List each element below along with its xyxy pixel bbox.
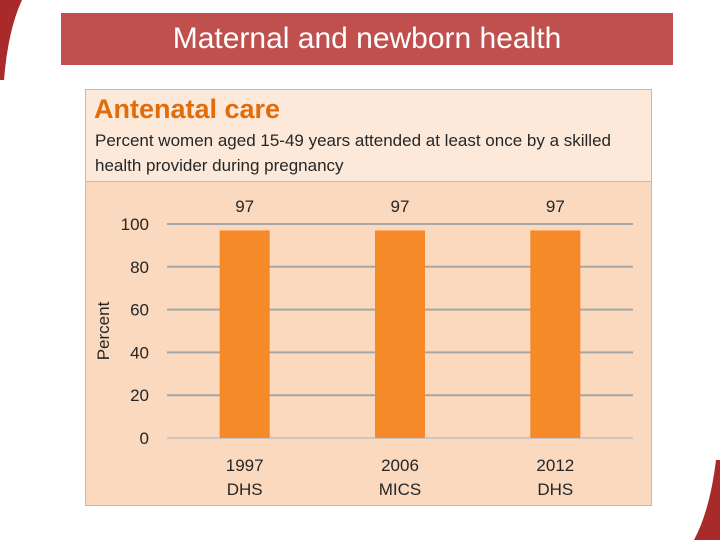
data-label: 97 [546,197,565,216]
bar-chart: 0 20 40 60 80 100 Percent 97 1997 DHS 97 2006 MICS 97… [94,197,633,499]
x-tick-label: DHS [227,480,263,499]
chart-card-header: Antenatal care Percent women aged 15-49 … [86,90,651,182]
slide-title: Maternal and newborn health [61,13,673,65]
y-tick-label: 80 [130,258,149,277]
y-tick-label: 100 [121,215,149,234]
chart-subtitle: Percent women aged 15-49 years attended … [95,131,611,175]
bar-1 [219,230,270,438]
y-tick-label: 0 [140,429,149,448]
y-tick-label: 40 [130,343,149,362]
chart-heading: Antenatal care [94,94,281,124]
data-label: 97 [235,197,254,216]
x-tick-label: 1997 [226,456,264,475]
y-tick-label: 20 [130,386,149,405]
y-tick-label: 60 [130,301,149,320]
corner-decoration-bottom-right [694,460,720,540]
corner-decoration-top-left [0,0,22,80]
bar-2 [375,230,425,438]
x-tick-label: MICS [379,480,422,499]
x-tick-label: DHS [537,480,573,499]
bar-3 [530,230,581,438]
x-tick-label: 2006 [381,456,419,475]
data-label: 97 [391,197,410,216]
x-tick-label: 2012 [536,456,574,475]
y-axis-label: Percent [94,301,113,360]
